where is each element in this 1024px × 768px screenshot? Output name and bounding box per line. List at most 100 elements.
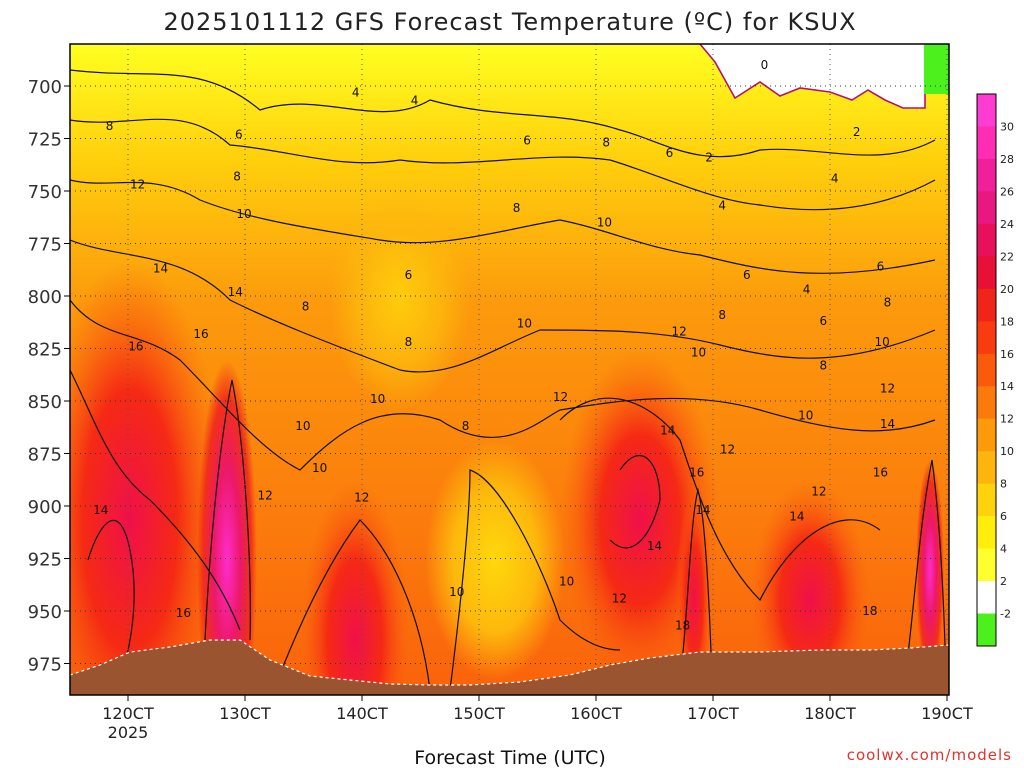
y-tick-label: 875 xyxy=(28,445,62,466)
isotherm-lines xyxy=(70,69,947,695)
warm-core-left xyxy=(70,260,225,695)
y-tick-label: 700 xyxy=(28,77,62,98)
coldest-region xyxy=(924,44,949,94)
colorbar-swatch xyxy=(977,548,996,582)
contour-label: 12 xyxy=(553,390,568,404)
contour-label: 2 xyxy=(705,150,713,164)
contour-label: 16 xyxy=(128,339,143,353)
contour-labels: 0 2 2 4 4 4 4 4 6 6 6 6 6 6 6 8 8 8 8 8 8 8 8 8 8 10 10 10 10 10 10 10 1… xyxy=(93,58,895,633)
contour-label: 14 xyxy=(880,417,895,431)
contour-label: 10 xyxy=(517,316,532,330)
contour-label: 6 xyxy=(523,134,531,148)
contour-label: 14 xyxy=(789,510,804,524)
contour-label: 8 xyxy=(462,419,470,433)
contour-label: 14 xyxy=(153,262,168,276)
hot-spike-130 xyxy=(197,360,257,695)
colorbar-tick-label: 22 xyxy=(1000,250,1014,263)
y-tick-label: 925 xyxy=(28,550,62,571)
contour-label: 14 xyxy=(695,503,710,517)
y-tick-label: 825 xyxy=(28,340,62,361)
y-tick-label: 800 xyxy=(28,287,62,308)
x-tick-label: 150CT xyxy=(453,704,505,723)
colorbar-swatch xyxy=(977,483,996,517)
colorbar-swatch xyxy=(977,321,996,355)
colorbar-swatch xyxy=(977,256,996,290)
contour-label: 10 xyxy=(449,585,464,599)
contour-label: 8 xyxy=(718,308,726,322)
colorbar-swatch xyxy=(977,94,996,127)
x-axis-label: Forecast Time (UTC) xyxy=(414,747,605,768)
contour-label: 12 xyxy=(811,484,826,498)
contour-label: 10 xyxy=(295,419,310,433)
contour-label: 18 xyxy=(675,619,690,633)
contour-label: 16 xyxy=(873,465,888,479)
warm-core-east xyxy=(750,480,870,695)
contour-label: 6 xyxy=(877,260,885,274)
colorbar-swatch xyxy=(977,158,996,192)
contour-label: 4 xyxy=(831,171,839,185)
colorbar-swatch xyxy=(977,418,996,452)
contour-label: 12 xyxy=(257,489,272,503)
contour-label: 4 xyxy=(803,283,811,297)
colorbar-tick-label: 6 xyxy=(1000,510,1007,523)
contour-label: 10 xyxy=(312,461,327,475)
contour-label: 2 xyxy=(853,125,861,139)
gridlines xyxy=(70,44,949,695)
colorbar-tick-label: -2 xyxy=(1000,608,1011,621)
colorbar-swatch xyxy=(977,613,996,647)
y-axis: 700 725 750 775 800 825 850 875 900 925 950 975 xyxy=(28,77,70,676)
contour-label: 14 xyxy=(228,285,243,299)
colorbar-tick-label: 20 xyxy=(1000,283,1014,296)
colorbar-tick-label: 30 xyxy=(1000,120,1014,133)
plot-frame xyxy=(69,43,950,696)
x-tick-label: 120CT xyxy=(102,704,154,723)
colorbar-tick-label: 24 xyxy=(1000,218,1014,231)
contour-label: 4 xyxy=(411,94,419,108)
contour-label: 10 xyxy=(559,575,574,589)
x-tick-label: 140CT xyxy=(336,704,388,723)
contour-label: 12 xyxy=(354,491,369,505)
contour-label: 16 xyxy=(176,606,191,620)
contour-label: 4 xyxy=(352,85,360,99)
contour-label: 12 xyxy=(720,442,735,456)
colorbar-tick-label: 28 xyxy=(1000,153,1014,166)
contour-label: 12 xyxy=(612,591,627,605)
contour-label: 10 xyxy=(597,216,612,230)
x-year-label: 2025 xyxy=(108,723,149,742)
colorbar-tick-label: 8 xyxy=(1000,478,1007,491)
contour-label: 14 xyxy=(660,423,675,437)
contour-label: 6 xyxy=(666,146,674,160)
contour-label: 8 xyxy=(405,335,413,349)
colorbar-tick-label: 18 xyxy=(1000,315,1014,328)
contour-label: 0 xyxy=(761,58,769,72)
y-tick-label: 775 xyxy=(28,235,62,256)
contour-label: 6 xyxy=(235,127,243,141)
freezing-contour xyxy=(699,44,926,109)
x-tick-label: 160CT xyxy=(570,704,622,723)
contour-label: 8 xyxy=(106,119,114,133)
contour-label: 10 xyxy=(236,207,251,221)
contour-label: 6 xyxy=(819,314,827,328)
plot-area xyxy=(70,44,949,695)
colorbar-swatch xyxy=(977,581,996,615)
contour-label: 12 xyxy=(672,325,687,339)
contour-label: 8 xyxy=(819,358,827,372)
colorbar-swatch xyxy=(977,191,996,225)
contour-label: 10 xyxy=(875,335,890,349)
warm-core-center xyxy=(300,480,410,695)
cool-tongue-140 xyxy=(330,190,470,410)
contour-label: 14 xyxy=(647,539,662,553)
colorbar-swatch xyxy=(977,126,996,160)
x-tick-label: 190CT xyxy=(921,704,973,723)
credit-link[interactable]: coolwx.com/models xyxy=(847,746,1012,764)
contour-label: 14 xyxy=(93,503,108,517)
colorbar-swatch xyxy=(977,353,996,387)
contour-label: 10 xyxy=(370,392,385,406)
contour-label: 6 xyxy=(405,268,413,282)
colorbar-swatch xyxy=(977,516,996,550)
x-axis: 120CT 130CT 140CT 150CT 160CT 170CT 180CT 190CT xyxy=(102,695,973,723)
colorbar-tick-label: 14 xyxy=(1000,380,1014,393)
contour-label: 6 xyxy=(743,268,751,282)
contour-label: 4 xyxy=(718,199,726,213)
